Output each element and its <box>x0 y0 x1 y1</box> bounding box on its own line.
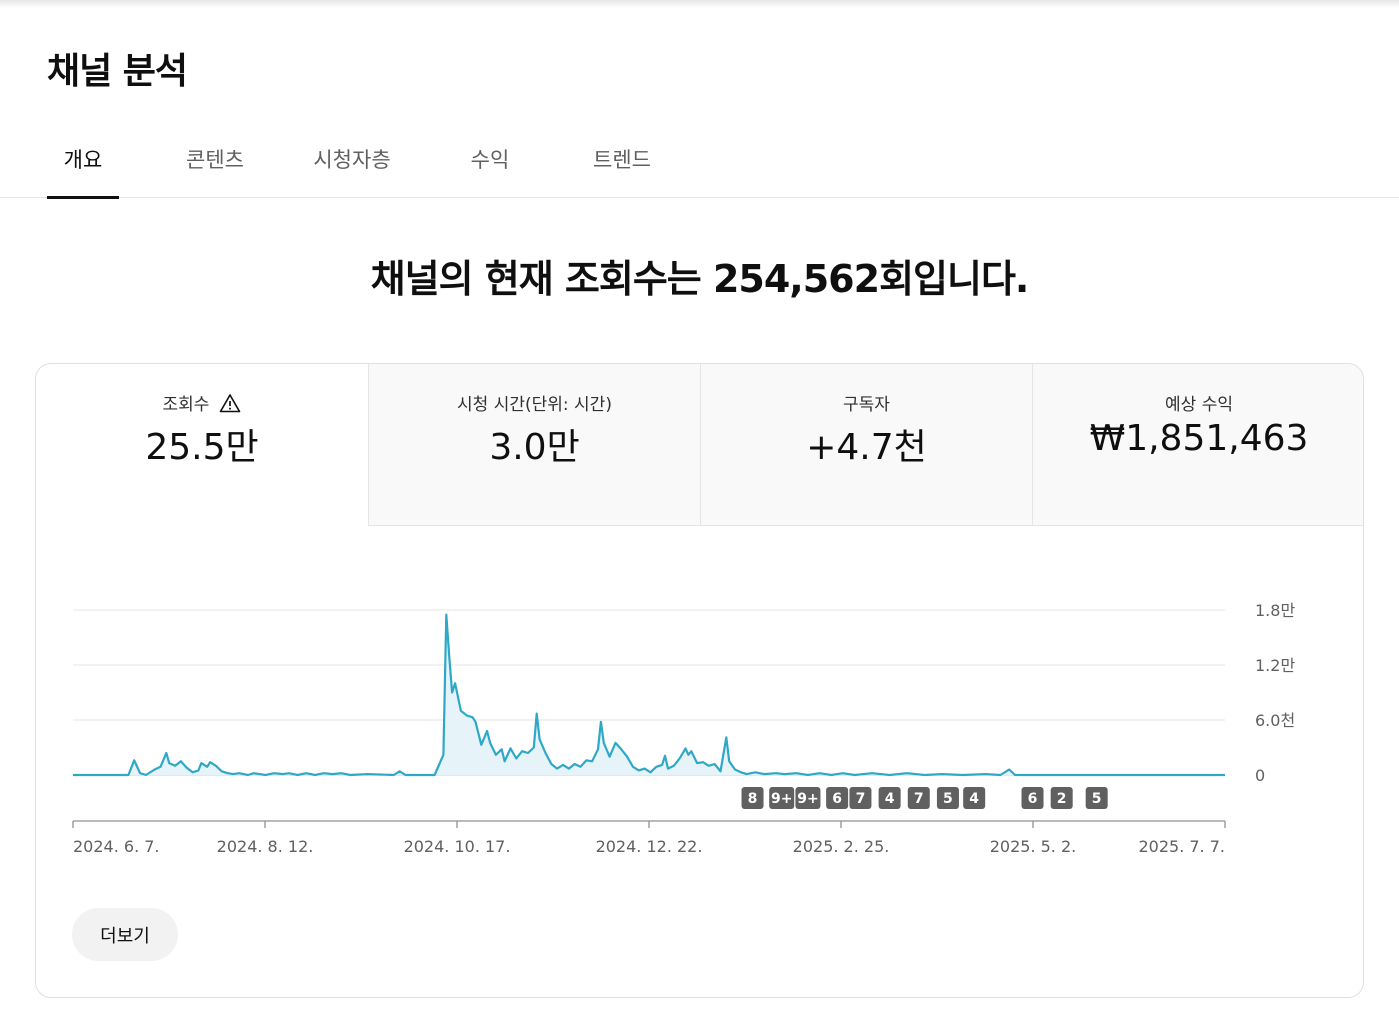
annotation-badge[interactable]: 5 <box>1085 787 1108 809</box>
analytics-card: 조회수 25.5만 시청 시간(단위: 시간) 3.0만 구독자 +4.7천 예… <box>35 363 1364 998</box>
metric-views[interactable]: 조회수 25.5만 <box>36 364 368 526</box>
metric-revenue-label-row: 예상 수익 <box>1033 390 1363 415</box>
chart-area-fill <box>73 614 1225 775</box>
warning-icon[interactable] <box>219 393 241 413</box>
x-tick-label: 2024. 6. 7. <box>73 837 160 856</box>
annotation-badge-label: 6 <box>832 791 842 807</box>
annotation-badge[interactable]: 7 <box>907 787 930 809</box>
annotation-badge-label: 7 <box>914 791 924 807</box>
annotation-badge-label: 6 <box>1028 791 1038 807</box>
metric-revenue-label: 예상 수익 <box>1165 395 1233 415</box>
tab-trends-label: 트렌드 <box>593 148 651 172</box>
annotation-badge-label: 2 <box>1057 791 1067 807</box>
y-tick-label: 6.0천 <box>1255 711 1295 730</box>
x-tick-label: 2025. 5. 2. <box>990 837 1077 856</box>
page-title: 채널 분석 <box>47 51 188 92</box>
chart-grid <box>73 609 1225 776</box>
annotation-badge[interactable]: 5 <box>936 787 959 809</box>
metric-views-label-row: 조회수 <box>36 390 368 415</box>
annotation-badge[interactable]: 6 <box>1021 787 1044 809</box>
x-tick-label: 2024. 8. 12. <box>217 837 314 856</box>
tab-overview[interactable]: 개요 <box>47 144 119 199</box>
annotation-badge-label: 9+ <box>797 791 818 807</box>
chart-x-axis: 2024. 6. 7. 2024. 8. 12. 2024. 10. 17. 2024… <box>72 820 1226 856</box>
y-tick-label: 1.2만 <box>1255 656 1295 675</box>
views-chart: 2024. 6. 7. 2024. 8. 12. 2024. 10. 17. 2024… <box>72 601 1295 856</box>
annotation-badge-label: 5 <box>1092 791 1102 807</box>
metric-watch-time-value: 3.0만 <box>489 427 580 468</box>
annotation-badge-label: 8 <box>748 791 758 807</box>
annotation-badge-label: 4 <box>969 791 979 807</box>
more-button[interactable]: 더보기 <box>72 908 178 961</box>
tab-overview-label: 개요 <box>63 148 103 172</box>
chart-annotations: 8 9+ 9+ 6 7 4 7 5 4 6 2 5 <box>741 787 1108 809</box>
metric-subscribers[interactable]: 구독자 +4.7천 <box>700 364 1032 526</box>
annotation-badge-label: 5 <box>943 791 953 807</box>
tab-audience-label: 시청자층 <box>313 148 391 172</box>
annotation-badge[interactable]: 8 <box>741 787 764 809</box>
chart-y-labels: 0 6.0천 1.2만 1.8만 <box>1255 601 1295 785</box>
annotation-badge-label: 4 <box>885 791 895 807</box>
metric-watch-time-label-row: 시청 시간(단위: 시간) <box>369 390 700 415</box>
annotation-badge[interactable]: 4 <box>963 787 986 809</box>
metric-subscribers-label-row: 구독자 <box>701 390 1032 415</box>
tab-revenue[interactable]: 수익 <box>458 144 522 198</box>
annotation-badge[interactable]: 9+ <box>769 787 795 809</box>
x-tick-label: 2025. 2. 25. <box>793 837 890 856</box>
annotation-badge[interactable]: 9+ <box>795 787 821 809</box>
annotation-badge-label: 7 <box>856 791 866 807</box>
top-shadow <box>0 0 1399 8</box>
x-tick-label: 2024. 10. 17. <box>404 837 511 856</box>
metric-revenue-value: ₩1,851,463 <box>1089 418 1309 459</box>
metric-views-label: 조회수 <box>162 395 210 415</box>
tab-audience[interactable]: 시청자층 <box>302 144 402 198</box>
tab-revenue-label: 수익 <box>470 148 510 172</box>
metric-watch-time-label: 시청 시간(단위: 시간) <box>457 395 612 415</box>
metric-watch-time[interactable]: 시청 시간(단위: 시간) 3.0만 <box>368 364 700 526</box>
tab-trends[interactable]: 트렌드 <box>580 144 664 198</box>
chart-line <box>73 613 1225 777</box>
metric-subscribers-label: 구독자 <box>843 395 890 415</box>
views-headline: 채널의 현재 조회수는 254,562회입니다. <box>370 257 1030 301</box>
annotation-badge-label: 9+ <box>771 791 792 807</box>
metric-revenue[interactable]: 예상 수익 ₩1,851,463 <box>1032 364 1363 526</box>
annotation-badge[interactable]: 6 <box>826 787 849 809</box>
tab-bar: 개요 콘텐츠 시청자층 수익 트렌드 <box>0 120 1399 199</box>
metric-subscribers-value: +4.7천 <box>806 427 927 468</box>
x-tick-label: 2024. 12. 22. <box>596 837 703 856</box>
tab-content-label: 콘텐츠 <box>186 148 244 172</box>
tab-content[interactable]: 콘텐츠 <box>170 144 260 198</box>
annotation-badge[interactable]: 7 <box>849 787 872 809</box>
metric-views-value: 25.5만 <box>145 427 259 468</box>
annotation-badge[interactable]: 2 <box>1050 787 1073 809</box>
x-tick-label: 2025. 7. 7. <box>1138 837 1225 856</box>
y-tick-label: 1.8만 <box>1255 601 1295 620</box>
annotation-badge[interactable]: 4 <box>878 787 901 809</box>
y-tick-label: 0 <box>1255 766 1265 785</box>
